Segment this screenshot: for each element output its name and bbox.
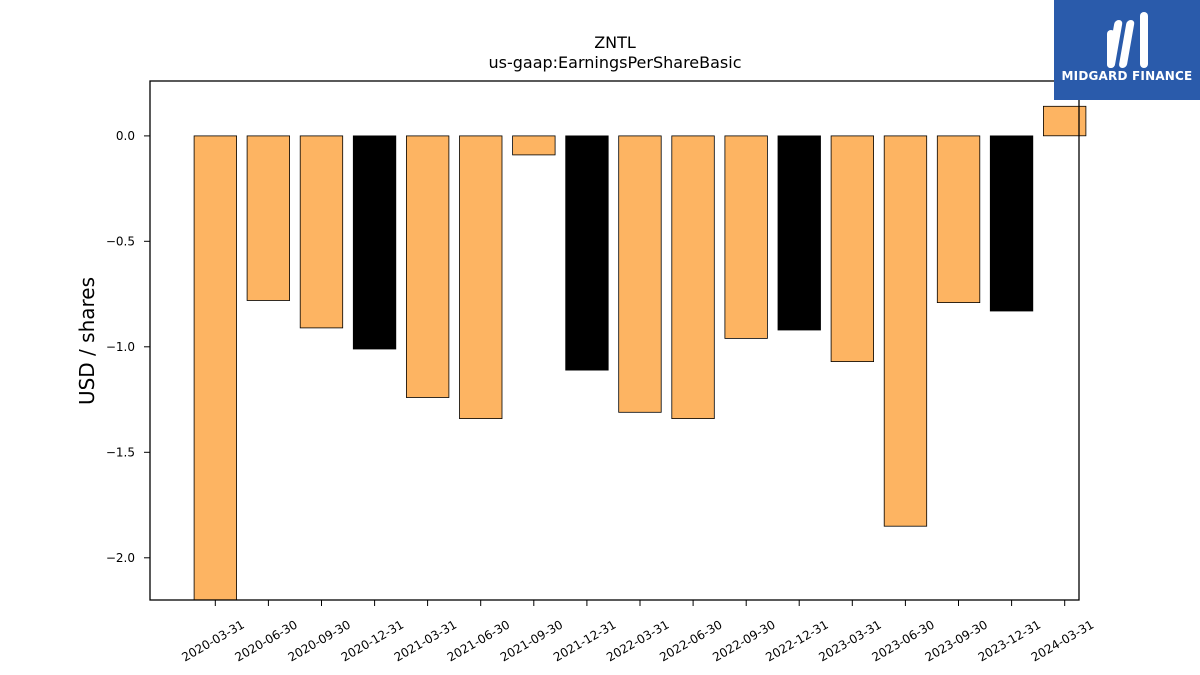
y-tick-label: −0.5	[106, 234, 135, 248]
bar-2021-09-30	[512, 135, 556, 156]
bar-2022-12-31	[777, 135, 821, 331]
bar-2023-12-31	[989, 135, 1034, 312]
y-tick-label: 0.0	[116, 129, 135, 143]
bar-2023-09-30	[936, 135, 981, 303]
midgard-logo-icon	[1107, 12, 1148, 68]
bar-2020-03-31	[193, 135, 238, 601]
y-axis-label: USD / shares	[75, 277, 99, 405]
bar-2021-12-31	[565, 135, 609, 371]
bar-2020-12-31	[352, 135, 397, 350]
logo-text: MIDGARD FINANCE	[1061, 69, 1193, 83]
plot-frame	[149, 80, 1080, 601]
bar-2020-09-30	[299, 135, 344, 329]
bar-2023-06-30	[883, 135, 928, 527]
chart-title: ZNTL	[594, 33, 636, 52]
midgard-finance-logo: MIDGARD FINANCE	[1054, 0, 1200, 100]
bar-2022-06-30	[671, 135, 715, 420]
y-tick-label: −1.5	[106, 445, 135, 459]
y-axis-ticks: 0.0 −0.5 −1.0 −1.5 −2.0	[106, 129, 150, 565]
bar-2021-06-30	[459, 135, 503, 420]
y-tick-label: −1.0	[106, 340, 135, 354]
bar-2020-06-30	[246, 135, 291, 301]
bars	[193, 105, 1087, 601]
bar-2022-03-31	[618, 135, 662, 413]
bar-2022-09-30	[724, 135, 768, 339]
x-axis-ticks: 2020-03-312020-06-302020-09-302020-12-31…	[179, 600, 1096, 664]
bar-2023-03-31	[830, 135, 874, 362]
bar-2021-03-31	[405, 135, 450, 398]
chart-subtitle: us-gaap:EarningsPerShareBasic	[488, 53, 741, 72]
y-tick-label: −2.0	[106, 551, 135, 565]
